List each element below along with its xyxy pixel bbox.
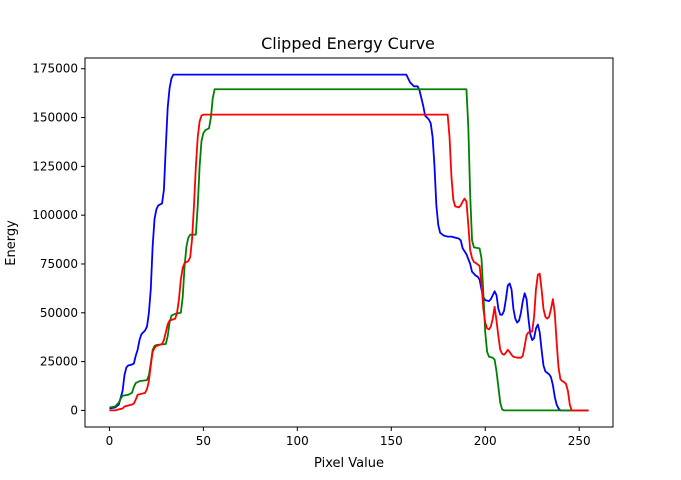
x-tick-label: 150 <box>380 434 403 448</box>
series-line-1 <box>109 73 589 412</box>
x-tick-label: 50 <box>196 434 211 448</box>
x-tick-label: 0 <box>106 434 114 448</box>
plot-frame <box>84 57 614 428</box>
x-tick-label: 200 <box>474 434 497 448</box>
y-tick-label: 150000 <box>32 111 78 125</box>
y-axis: 0 25000 50000 75000 100000 125000 150000 175000 <box>32 62 85 417</box>
y-tick-label: 75000 <box>40 257 78 271</box>
x-tick-label: 100 <box>286 434 309 448</box>
y-tick-label: 175000 <box>32 62 78 76</box>
y-tick-label: 50000 <box>40 306 78 320</box>
y-tick-label: 125000 <box>32 159 78 173</box>
y-axis-label: Energy <box>4 220 19 266</box>
y-tick-label: 100000 <box>32 208 78 222</box>
y-tick-label: 25000 <box>40 355 78 369</box>
series-line-2 <box>109 88 589 412</box>
series-line-3 <box>109 113 589 412</box>
x-axis-label: Pixel Value <box>314 456 384 471</box>
series-layer <box>109 73 589 412</box>
x-tick-label: 250 <box>568 434 591 448</box>
y-tick-label: 0 <box>70 403 78 417</box>
chart-title: Clipped Energy Curve <box>261 34 435 53</box>
x-axis: 0 50 100 150 200 250 <box>106 427 591 448</box>
